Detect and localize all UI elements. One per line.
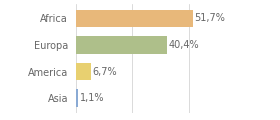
Text: 1,1%: 1,1% — [80, 93, 104, 103]
Text: 6,7%: 6,7% — [93, 66, 117, 77]
Bar — [76, 90, 78, 107]
Bar — [76, 36, 167, 54]
Bar — [76, 63, 91, 80]
Text: 51,7%: 51,7% — [195, 13, 225, 23]
Text: 40,4%: 40,4% — [169, 40, 200, 50]
Bar — [76, 10, 193, 27]
